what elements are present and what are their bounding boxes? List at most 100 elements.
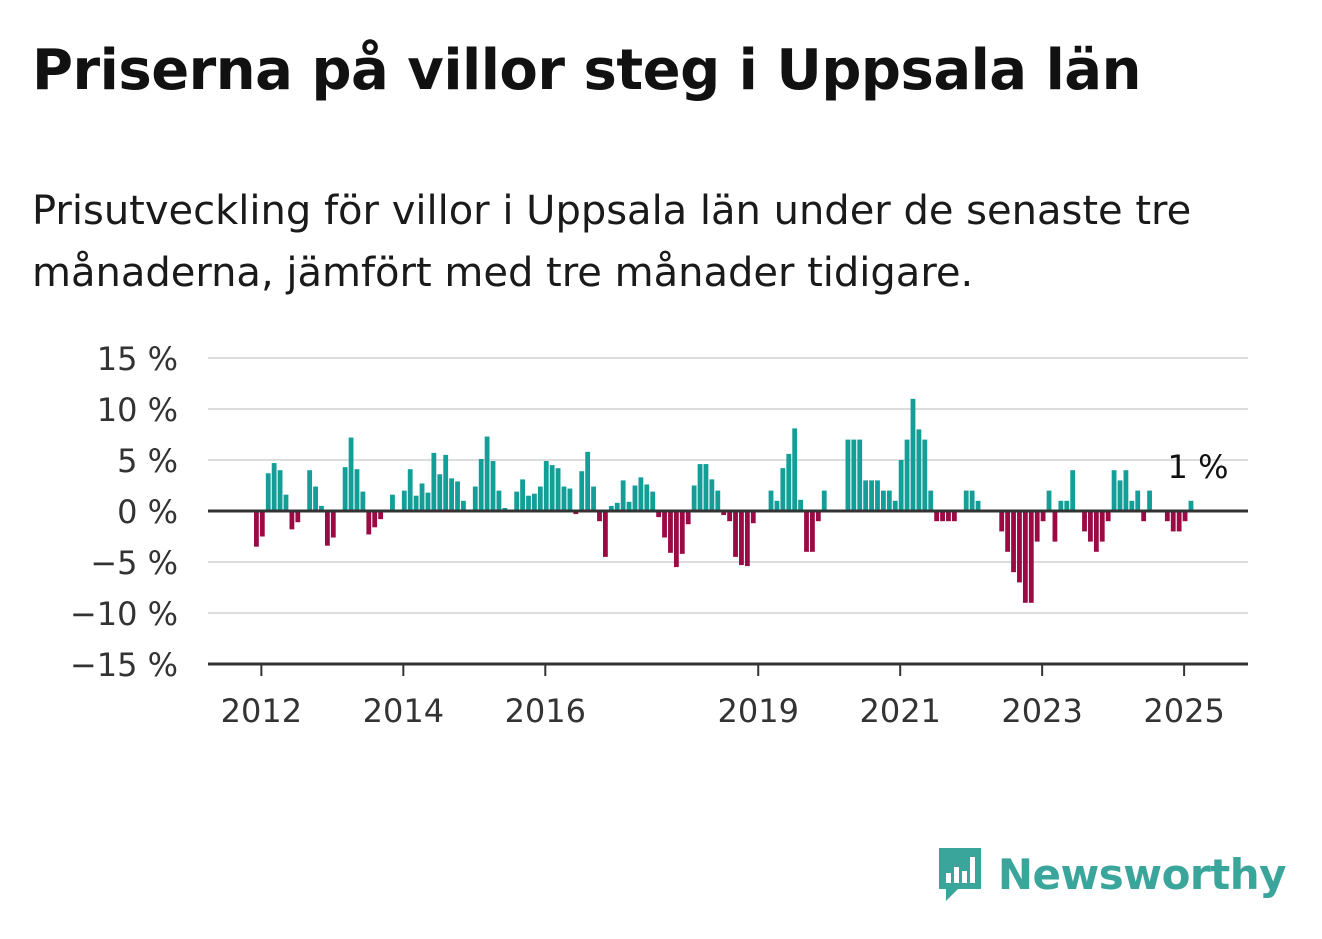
bar bbox=[561, 486, 567, 511]
last-value-label: 1 % bbox=[1168, 448, 1229, 486]
newsworthy-brand: Newsworthy bbox=[936, 845, 1287, 903]
bar bbox=[1176, 511, 1182, 532]
bar bbox=[1123, 470, 1129, 511]
bar bbox=[1093, 511, 1099, 552]
bar bbox=[490, 461, 496, 511]
bar bbox=[407, 469, 413, 511]
bar bbox=[455, 481, 460, 511]
bar bbox=[638, 477, 644, 511]
bar bbox=[366, 511, 372, 535]
bar bbox=[295, 511, 301, 523]
bar bbox=[425, 492, 431, 511]
bar bbox=[857, 439, 863, 511]
bar bbox=[443, 454, 449, 511]
bar bbox=[567, 488, 573, 511]
bar bbox=[892, 500, 898, 511]
bar bbox=[1082, 511, 1087, 532]
bar bbox=[697, 464, 703, 511]
bar bbox=[1005, 511, 1011, 552]
bar bbox=[289, 511, 295, 530]
bar bbox=[786, 453, 792, 511]
bar bbox=[1129, 500, 1135, 511]
grid-lines bbox=[208, 357, 1248, 614]
bar bbox=[549, 465, 555, 511]
bar bbox=[863, 480, 869, 511]
bar bbox=[502, 507, 508, 511]
bar bbox=[940, 511, 945, 522]
bar bbox=[804, 511, 809, 552]
bar bbox=[608, 505, 614, 511]
bar bbox=[1135, 490, 1141, 511]
x-tick-label: 2025 bbox=[1143, 692, 1224, 730]
bar bbox=[602, 511, 608, 557]
bar bbox=[875, 480, 880, 511]
bar bbox=[881, 490, 886, 511]
bar bbox=[401, 490, 407, 511]
bar bbox=[1170, 511, 1176, 532]
y-tick-label: 5 % bbox=[117, 442, 178, 480]
bar bbox=[620, 480, 626, 511]
bar bbox=[673, 511, 679, 568]
bar bbox=[1017, 511, 1022, 583]
y-tick-label: 0 % bbox=[117, 493, 178, 531]
bar bbox=[815, 511, 821, 522]
bar bbox=[591, 486, 596, 511]
bar bbox=[265, 473, 271, 511]
bar bbox=[632, 485, 638, 511]
bar bbox=[514, 491, 520, 511]
bar bbox=[1011, 511, 1016, 573]
bar bbox=[1052, 511, 1058, 542]
bar bbox=[1099, 511, 1105, 542]
bar bbox=[1105, 511, 1111, 522]
bar bbox=[744, 511, 750, 567]
bar bbox=[342, 467, 348, 511]
bar bbox=[1064, 500, 1070, 511]
bar bbox=[585, 451, 591, 511]
y-tick-label: 15 % bbox=[97, 340, 178, 378]
bar bbox=[277, 470, 283, 511]
bar bbox=[898, 460, 904, 511]
x-tick-label: 2016 bbox=[505, 692, 586, 730]
axes bbox=[208, 509, 1248, 676]
bar bbox=[496, 490, 502, 511]
bar bbox=[821, 490, 827, 511]
bar bbox=[668, 511, 673, 553]
bar bbox=[1028, 511, 1034, 603]
bar bbox=[330, 511, 336, 538]
bar bbox=[449, 478, 455, 511]
bar bbox=[910, 398, 916, 511]
newsworthy-logo-icon bbox=[938, 848, 981, 901]
chart-title: Priserna på villor steg i Uppsala län bbox=[32, 38, 1141, 103]
bar bbox=[526, 495, 531, 511]
bar bbox=[951, 511, 957, 522]
bar bbox=[1182, 511, 1188, 522]
y-tick-label: −10 % bbox=[70, 595, 178, 633]
bar-chart: 15 % 10 % 5 % 0 % −5 % −10 % −15 % 2012 2014 2016… bbox=[70, 340, 1248, 730]
bar bbox=[792, 428, 798, 511]
bar bbox=[999, 511, 1005, 532]
x-tick-label: 2019 bbox=[718, 692, 799, 730]
bar bbox=[916, 429, 922, 511]
bar bbox=[555, 468, 561, 511]
bar bbox=[419, 483, 425, 511]
chart-subtitle: Prisutveckling för villor i Uppsala län … bbox=[32, 188, 1192, 296]
bar bbox=[378, 511, 384, 520]
bar bbox=[715, 490, 721, 511]
bar bbox=[360, 491, 366, 511]
bar bbox=[313, 486, 318, 511]
bar bbox=[520, 479, 525, 511]
bar bbox=[543, 461, 549, 511]
bar bbox=[271, 463, 277, 511]
bar bbox=[1022, 511, 1028, 603]
x-tick-label: 2012 bbox=[221, 692, 302, 730]
bar bbox=[354, 469, 360, 511]
bar bbox=[319, 505, 324, 511]
x-tick-label: 2021 bbox=[859, 692, 940, 730]
bar bbox=[484, 436, 490, 511]
bar bbox=[259, 511, 265, 537]
bar bbox=[1111, 470, 1117, 511]
bar bbox=[1046, 490, 1052, 511]
bar bbox=[307, 470, 313, 511]
bars bbox=[254, 398, 1194, 603]
bar bbox=[845, 439, 851, 511]
